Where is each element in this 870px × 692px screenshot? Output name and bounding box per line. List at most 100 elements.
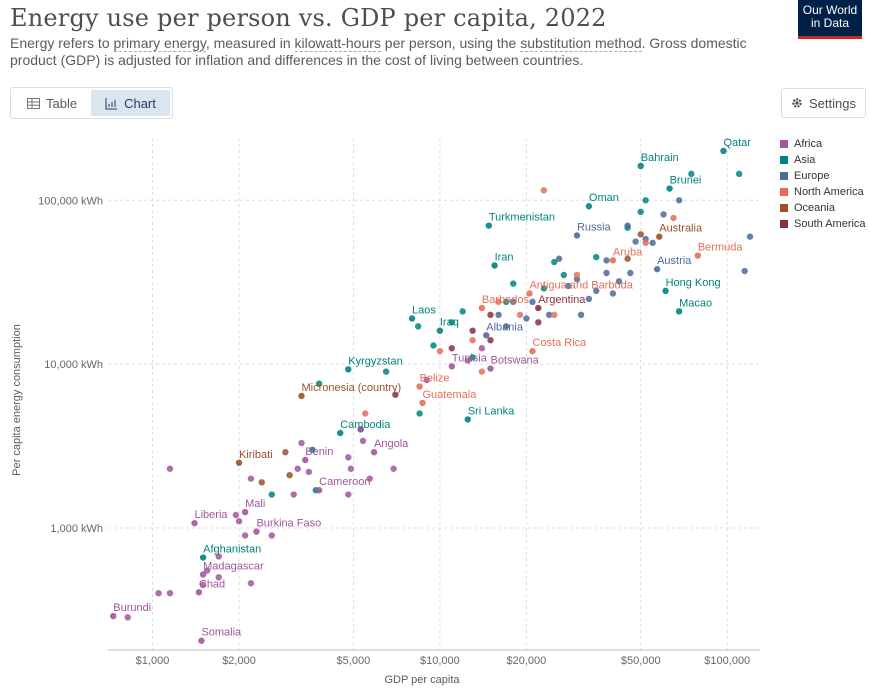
data-point[interactable] <box>345 491 352 498</box>
data-point[interactable] <box>469 327 476 334</box>
tab-table[interactable]: Table <box>13 90 91 116</box>
data-point[interactable] <box>495 298 502 306</box>
data-point[interactable] <box>577 311 585 319</box>
legend-item[interactable]: Oceania <box>780 200 866 216</box>
data-point-labeled[interactable] <box>662 287 669 295</box>
data-point[interactable] <box>637 208 644 216</box>
data-point[interactable] <box>593 287 600 295</box>
data-point[interactable] <box>286 471 293 479</box>
data-point[interactable] <box>414 323 422 330</box>
data-point[interactable] <box>670 214 677 222</box>
data-point[interactable] <box>282 449 289 456</box>
data-point[interactable] <box>545 311 553 319</box>
legend-item[interactable]: South America <box>780 216 866 232</box>
data-point[interactable] <box>551 311 558 319</box>
data-point[interactable] <box>555 255 563 262</box>
data-point[interactable] <box>615 278 623 285</box>
data-point[interactable] <box>359 437 367 445</box>
data-point[interactable] <box>502 298 510 306</box>
data-point-labeled[interactable] <box>195 589 203 596</box>
data-point-labeled[interactable] <box>637 162 644 170</box>
data-point[interactable] <box>540 285 548 292</box>
data-point-labeled[interactable] <box>436 327 444 334</box>
data-point-labeled[interactable] <box>337 429 344 437</box>
data-point-labeled[interactable] <box>416 383 423 390</box>
data-point[interactable] <box>573 271 581 279</box>
data-point-labeled[interactable] <box>675 308 683 315</box>
data-point-labeled[interactable] <box>487 365 494 372</box>
data-point-labeled[interactable] <box>298 392 305 400</box>
data-point[interactable] <box>204 567 211 574</box>
data-point-labeled[interactable] <box>448 363 455 370</box>
data-point[interactable] <box>565 282 572 290</box>
data-point[interactable] <box>199 581 207 589</box>
data-point-labeled[interactable] <box>191 519 198 527</box>
data-point-labeled[interactable] <box>198 637 205 644</box>
data-point-labeled[interactable] <box>370 449 378 456</box>
legend-item[interactable]: Asia <box>780 152 866 168</box>
data-point[interactable] <box>510 298 517 306</box>
data-point[interactable] <box>416 410 423 417</box>
data-point[interactable] <box>675 197 683 204</box>
data-point[interactable] <box>469 354 476 361</box>
data-point-labeled[interactable] <box>419 399 426 407</box>
data-point-labeled[interactable] <box>199 554 207 561</box>
data-point[interactable] <box>247 580 255 587</box>
data-point[interactable] <box>585 295 593 303</box>
data-point[interactable] <box>362 410 369 417</box>
data-point-labeled[interactable] <box>666 185 673 192</box>
substitution-method-link[interactable]: substitution method <box>520 35 642 52</box>
data-point[interactable] <box>746 233 754 240</box>
data-point[interactable] <box>540 187 548 194</box>
data-point[interactable] <box>624 222 631 229</box>
data-point[interactable] <box>627 269 634 277</box>
data-point[interactable] <box>603 269 610 277</box>
data-point[interactable] <box>290 491 297 498</box>
data-point[interactable] <box>487 311 494 319</box>
data-point[interactable] <box>430 342 437 349</box>
data-point[interactable] <box>436 347 444 355</box>
data-point[interactable] <box>366 475 373 482</box>
tab-chart[interactable]: Chart <box>91 90 170 116</box>
data-point[interactable] <box>487 336 494 344</box>
data-point-labeled[interactable] <box>653 265 661 273</box>
data-point-labeled[interactable] <box>478 304 486 312</box>
data-point-labeled[interactable] <box>253 528 260 535</box>
data-point[interactable] <box>298 439 305 447</box>
data-point-labeled[interactable] <box>302 456 309 464</box>
data-point[interactable] <box>516 311 524 319</box>
data-point[interactable] <box>523 315 530 322</box>
data-point[interactable] <box>560 271 568 279</box>
data-point[interactable] <box>642 197 649 204</box>
data-point[interactable] <box>551 258 558 266</box>
data-point[interactable] <box>268 491 275 498</box>
owid-logo[interactable]: Our World in Data <box>798 0 862 39</box>
data-point[interactable] <box>390 465 397 472</box>
data-point[interactable] <box>529 298 536 306</box>
data-point[interactable] <box>347 465 355 472</box>
data-point[interactable] <box>309 446 316 454</box>
data-point[interactable] <box>357 426 364 433</box>
legend-item[interactable]: Europe <box>780 168 866 184</box>
legend-item[interactable]: Africa <box>780 136 866 152</box>
data-point[interactable] <box>268 532 275 539</box>
data-point[interactable] <box>448 345 455 352</box>
data-point-labeled[interactable] <box>720 147 727 155</box>
data-point[interactable] <box>624 255 631 262</box>
data-point[interactable] <box>392 391 399 398</box>
data-point-labeled[interactable] <box>526 290 533 297</box>
data-point-labeled[interactable] <box>529 347 536 355</box>
data-point[interactable] <box>642 239 649 247</box>
data-point[interactable] <box>459 308 466 315</box>
data-point[interactable] <box>345 454 352 461</box>
data-point-labeled[interactable] <box>110 612 117 620</box>
data-point-labeled[interactable] <box>483 332 490 339</box>
data-point-labeled[interactable] <box>345 366 352 373</box>
data-point[interactable] <box>448 319 455 326</box>
data-point[interactable] <box>215 553 222 560</box>
data-point[interactable] <box>382 368 390 375</box>
data-point-labeled[interactable] <box>464 416 471 423</box>
legend-item[interactable]: North America <box>780 184 866 200</box>
data-point[interactable] <box>478 368 486 375</box>
data-point-labeled[interactable] <box>694 252 702 259</box>
